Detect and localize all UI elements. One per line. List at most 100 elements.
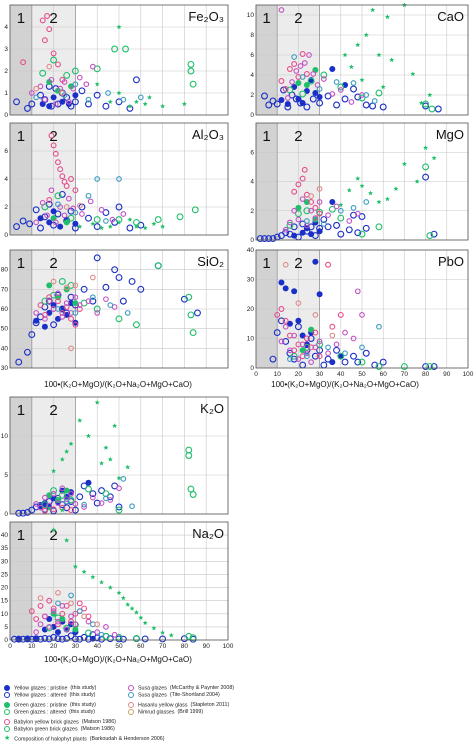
data-point-susa-tite [316,86,323,92]
data-point-yellow-pristine [50,94,57,101]
data-point-susa-tite [72,81,79,88]
y-tick-label: 5 [4,472,8,479]
data-point-yellow-altered [37,635,44,643]
zone-1-label: 1 [17,128,25,145]
data-point-halophyte [81,569,87,574]
y-tick-label: 6 [4,148,8,155]
data-point-yellow-altered [294,323,302,331]
data-point-susa-mccarthy [59,485,66,492]
data-point-babylon-yellow [282,317,289,324]
data-point-yellow-pristine [46,616,53,623]
data-point-yellow-altered [261,235,268,242]
chart-panel-7: 0 5 10 1 2 K₂O [1,396,229,518]
data-point-green-pristine [72,300,79,307]
data-point-halophyte [59,456,65,462]
data-point-hasanlu [59,90,66,96]
data-point-susa-tite [120,96,127,103]
data-point-green-altered [337,214,345,222]
data-point-babylon-yellow [46,597,53,604]
data-point-green-altered [50,487,58,495]
data-point-susa-mccarthy [278,7,285,13]
plot-frame [9,521,229,641]
data-point-yellow-altered [159,635,167,643]
data-point-halophyte [160,630,166,635]
legend: Yellow glazes : pristine (this study) Yel… [4,685,470,745]
data-point-yellow-altered [23,635,31,643]
data-point-yellow-pristine [303,88,310,94]
data-point-yellow-altered [320,216,328,223]
data-point-babylon-yellow [337,311,344,318]
data-point-susa-mccarthy [37,83,44,90]
legend-source: (Stapleton 2011) [190,702,230,709]
y-tick-label: 4 [250,179,254,186]
data-point-susa-tite [320,221,327,227]
data-point-susa-mccarthy [63,496,70,503]
data-point-yellow-altered [89,631,97,639]
data-point-babylon-yellow [50,142,57,149]
data-point-susa-tite [85,96,92,103]
legend-item-hasanlu: Hasanlu yellow glass (Stapleton 2011) [128,702,229,709]
data-point-halophyte [363,32,369,38]
data-point-halophyte [384,14,390,20]
y-tick-label: 60 [1,306,9,313]
data-point-susa-mccarthy [295,356,302,363]
data-point-babylon-yellow [291,61,298,67]
data-point-susa-mccarthy [116,485,122,492]
data-point-yellow-altered [76,493,84,501]
data-point-green-altered [428,105,436,113]
data-point-yellow-altered [19,635,27,643]
data-point-green-pristine [46,282,53,289]
data-point-yellow-altered [15,635,23,643]
data-point-susa-mccarthy [98,500,105,506]
data-point-susa-tite [72,310,79,316]
data-point-babylon-yellow [278,78,285,84]
data-point-halophyte [376,52,382,58]
y-tick-label: 2 [4,204,8,211]
legend-item-halophyte: ★ Composition of halophyt plants (Barkouda… [4,735,165,743]
y-tick-label: 6 [250,149,254,156]
data-point-green-altered [187,311,195,319]
data-point-halophyte [94,399,100,405]
data-point-green-altered [63,624,71,632]
data-point-yellow-altered [273,100,281,108]
data-point-babylon-yellow [308,199,315,205]
data-point-yellow-altered [15,358,23,366]
y-tick-label: 20 [1,585,9,592]
data-point-susa-tite [299,74,306,80]
data-point-yellow-pristine [316,291,323,298]
zone-2-label: 2 [294,10,302,27]
data-point-susa-tite [342,350,348,357]
data-point-halophyte [370,7,376,13]
data-point-halophyte [346,187,352,193]
x-tick-label: 100 [223,643,234,650]
data-point-susa-mccarthy [63,300,70,306]
data-point-halophyte [64,537,70,543]
legend-label: Hasanlu yellow glass [138,702,188,709]
data-point-green-altered [422,163,430,171]
plot-frame [255,4,469,116]
data-point-hasanlu [63,204,70,210]
data-point-green-altered [189,80,197,88]
y-tick-label: 0 [250,112,254,119]
plot-frame [9,249,229,369]
data-point-green-altered [400,363,408,370]
data-point-green-altered [290,352,298,360]
zone-1-label: 1 [17,527,25,544]
data-point-susa-mccarthy [68,613,74,620]
data-point-hasanlu [33,85,40,92]
data-point-yellow-altered [93,254,101,262]
data-point-halophyte [99,460,105,466]
legend-label: Nimrud glasses [138,709,175,716]
data-point-green-altered [154,262,162,270]
data-point-halophyte [64,449,70,454]
data-point-yellow-altered [362,224,370,232]
zone-1-label: 1 [262,128,270,145]
data-point-yellow-altered [102,283,110,291]
data-point-yellow-altered [115,203,123,211]
data-point-susa-tite [103,218,109,224]
data-point-susa-tite [129,503,135,510]
data-point-susa-tite [98,631,105,638]
data-point-yellow-altered [115,274,123,281]
data-point-yellow-altered [333,101,341,109]
legend-item-susa-mccarthy: Susa glazes (McCarthy & Paynter 2008) [128,685,234,692]
